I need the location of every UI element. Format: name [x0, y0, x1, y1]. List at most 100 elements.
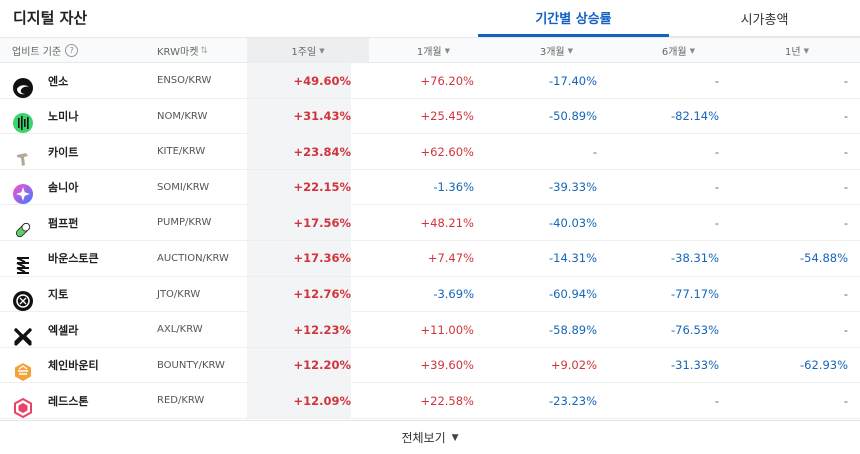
- change-1m: +11.00%: [420, 322, 475, 337]
- change-1m: +76.20%: [420, 73, 475, 88]
- period-6m[interactable]: 6개월 ▼: [614, 38, 695, 63]
- coin-name[interactable]: 지토: [48, 288, 69, 302]
- change-6m: -: [714, 180, 719, 195]
- change-1y: -: [843, 180, 848, 195]
- change-1y: -: [843, 393, 848, 408]
- change-3m: +9.02%: [550, 358, 597, 373]
- coin-row[interactable]: 엔소 ENSO/KRW +49.60% +76.20% -17.40% - -: [0, 63, 860, 99]
- somnia-icon: [12, 177, 34, 212]
- basis-label: 업비트 기준 ?: [12, 38, 79, 63]
- change-1w: +12.09%: [247, 383, 351, 419]
- market-label: KRW마켓: [157, 47, 199, 58]
- bounce-icon: [12, 248, 34, 283]
- change-1m: +48.21%: [420, 215, 475, 230]
- view-all-label: 전체보기: [401, 431, 446, 445]
- change-3m: -60.94%: [549, 287, 597, 302]
- change-6m: -31.33%: [671, 358, 719, 373]
- coin-name[interactable]: 레드스톤: [48, 394, 89, 408]
- coin-row[interactable]: 체인바운티 BOUNTY/KRW +12.20% +39.60% +9.02% -31.3…: [0, 347, 860, 384]
- change-6m: -: [714, 215, 719, 230]
- coin-name[interactable]: 솜니아: [48, 181, 79, 195]
- coin-row[interactable]: 바운스토큰 AUCTION/KRW +17.36% +7.47% -14.31% -38.…: [0, 240, 860, 277]
- coin-name[interactable]: 엔소: [48, 74, 69, 88]
- help-icon[interactable]: ?: [65, 44, 79, 57]
- coin-row[interactable]: 솜니아 SOMI/KRW +22.15% -1.36% -39.33% - -: [0, 169, 860, 206]
- coin-name[interactable]: 노미나: [48, 110, 79, 124]
- coin-name[interactable]: 바운스토큰: [48, 252, 99, 266]
- market-sort[interactable]: KRW마켓 ⇅: [157, 38, 208, 63]
- period-label: 1주일: [291, 47, 317, 58]
- caret-down-icon: ▼: [567, 46, 573, 55]
- chevron-down-icon: ▼: [451, 432, 459, 443]
- change-3m: -: [592, 144, 597, 159]
- change-1m: -3.69%: [433, 287, 474, 302]
- page-title: 디지털 자산: [13, 9, 88, 27]
- coin-name[interactable]: 펌프펀: [48, 216, 79, 230]
- change-1w: +23.84%: [247, 134, 351, 170]
- caret-down-icon: ▼: [319, 46, 325, 55]
- redstone-icon: [12, 390, 34, 425]
- coin-market: ENSO/KRW: [157, 75, 212, 86]
- pump-icon: [12, 212, 34, 247]
- change-1w: +12.76%: [247, 276, 351, 312]
- change-3m: -17.40%: [549, 73, 597, 88]
- basis-text: 업비트 기준: [12, 47, 62, 58]
- caret-down-icon: ▼: [803, 46, 809, 55]
- nomina-icon: [12, 106, 34, 141]
- change-1m: +39.60%: [420, 358, 475, 373]
- coin-market: JTO/KRW: [157, 288, 201, 300]
- change-1m: +22.58%: [420, 393, 475, 408]
- change-6m: -76.53%: [671, 322, 719, 337]
- change-1m: +7.47%: [427, 251, 474, 266]
- tab-market-cap[interactable]: 시가총액: [669, 0, 860, 37]
- coin-row[interactable]: 지토 JTO/KRW +12.76% -3.69% -60.94% -77.17% -: [0, 276, 860, 313]
- change-1w: +49.60%: [247, 63, 351, 98]
- chainbounty-icon: [12, 355, 34, 390]
- coin-name[interactable]: 카이트: [48, 145, 79, 159]
- coin-market: SOMI/KRW: [157, 181, 210, 193]
- change-6m: -82.14%: [671, 109, 719, 124]
- enso-icon: [12, 70, 34, 105]
- coin-row[interactable]: 노미나 NOM/KRW +31.43% +25.45% -50.89% -82.14% -: [0, 98, 860, 135]
- coin-row[interactable]: 레드스톤 RED/KRW +12.09% +22.58% -23.23% - -: [0, 383, 860, 419]
- coin-row[interactable]: 펌프펀 PUMP/KRW +17.56% +48.21% -40.03% - -: [0, 205, 860, 241]
- coin-market: PUMP/KRW: [157, 217, 212, 229]
- coin-list: 엔소 ENSO/KRW +49.60% +76.20% -17.40% - - 노미나 NOM/…: [0, 63, 860, 419]
- jito-icon: [12, 284, 34, 319]
- change-1y: -54.88%: [800, 251, 848, 266]
- coin-market: AXL/KRW: [157, 324, 203, 336]
- change-1y: -: [843, 322, 848, 337]
- caret-down-icon: ▼: [444, 46, 450, 55]
- change-1w: +12.23%: [247, 312, 351, 348]
- change-1y: -: [843, 73, 848, 88]
- change-3m: -50.89%: [549, 109, 597, 124]
- coin-market: RED/KRW: [157, 395, 205, 407]
- axelar-icon: [12, 319, 34, 354]
- change-6m: -: [714, 393, 719, 408]
- coin-name[interactable]: 엑셀라: [48, 323, 79, 337]
- tab-period-gain[interactable]: 기간별 상승률: [478, 0, 669, 37]
- coin-market: AUCTION/KRW: [157, 252, 229, 264]
- change-3m: -23.23%: [549, 393, 597, 408]
- change-3m: -58.89%: [549, 322, 597, 337]
- period-1w[interactable]: 1주일 ▼: [247, 38, 369, 63]
- change-1m: +62.60%: [420, 144, 475, 159]
- period-1m[interactable]: 1개월 ▼: [370, 38, 450, 63]
- coin-row[interactable]: 엑셀라 AXL/KRW +12.23% +11.00% -58.89% -76.53% -: [0, 312, 860, 348]
- change-6m: -77.17%: [671, 287, 719, 302]
- change-1y: -: [843, 109, 848, 124]
- view-all-button[interactable]: 전체보기 ▼: [0, 420, 860, 454]
- change-6m: -: [714, 73, 719, 88]
- change-6m: -: [714, 144, 719, 159]
- coin-row[interactable]: 카이트 KITE/KRW +23.84% +62.60% - - -: [0, 134, 860, 170]
- change-1y: -: [843, 215, 848, 230]
- period-label: 1개월: [416, 47, 442, 58]
- coin-name[interactable]: 체인바운티: [48, 359, 99, 373]
- coin-market: NOM/KRW: [157, 110, 208, 122]
- period-3m[interactable]: 3개월 ▼: [492, 38, 573, 63]
- period-1y[interactable]: 1년 ▼: [737, 38, 809, 63]
- change-1y: -62.93%: [800, 358, 848, 373]
- change-1w: +31.43%: [247, 98, 351, 134]
- sort-icon: ⇅: [200, 45, 208, 56]
- caret-down-icon: ▼: [689, 46, 695, 55]
